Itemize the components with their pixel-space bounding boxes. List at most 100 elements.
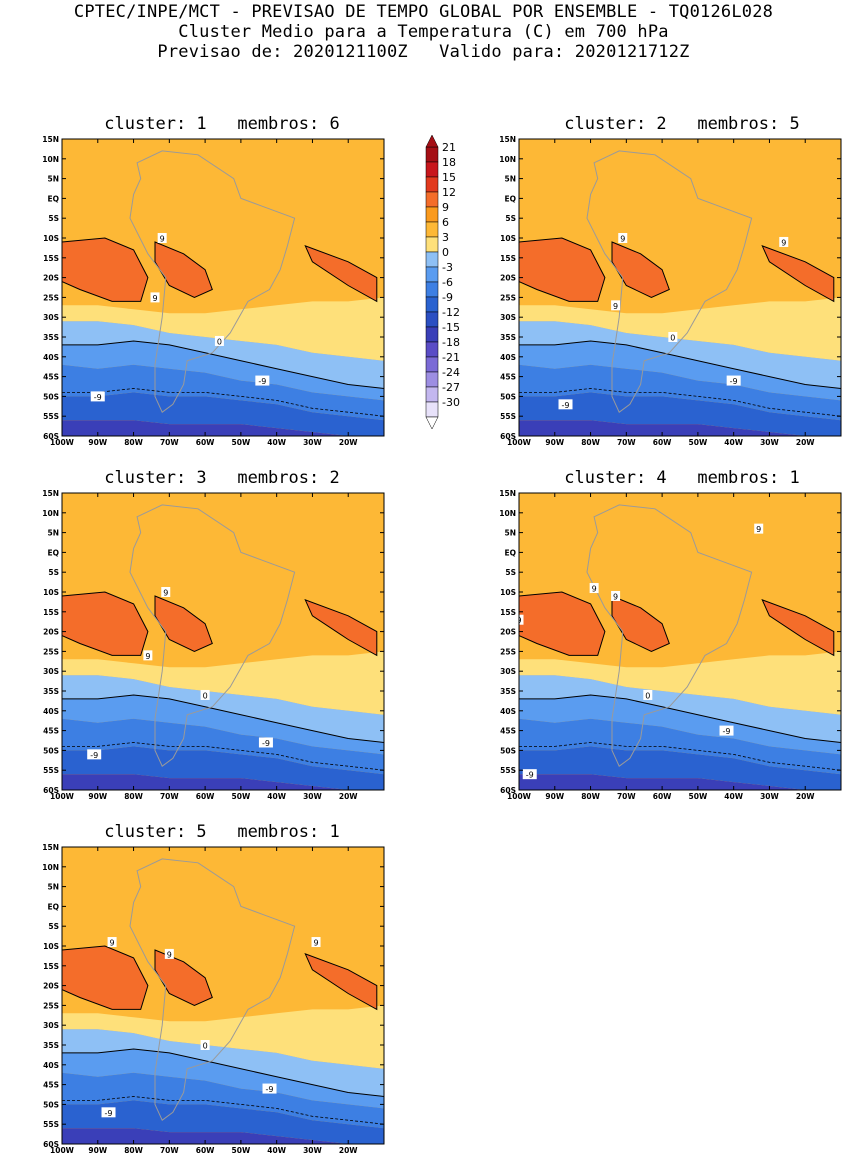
contour-label: -9: [526, 771, 534, 780]
lat-label: 10N: [42, 155, 59, 164]
temp-band-0: [62, 1005, 384, 1069]
contour-label-box: [522, 769, 537, 780]
lon-label: 60W: [196, 438, 215, 447]
cluster-4-title: cluster: 4 membros: 1: [564, 468, 800, 488]
lat-label: 25S: [43, 1001, 59, 1010]
lat-label: 15N: [42, 135, 59, 144]
lat-label: 45S: [43, 1081, 59, 1090]
contour-label: -9: [262, 739, 270, 748]
map-frame: [518, 492, 842, 791]
colorbar-swatch: [425, 191, 439, 208]
lat-label: 15N: [499, 489, 516, 498]
contour-label: -9: [723, 727, 731, 736]
lat-label: EQ: [505, 548, 517, 557]
temp-band-4: [519, 746, 841, 790]
temp-band-1: [519, 675, 841, 743]
colorbar-arrow-bottom: [425, 416, 439, 430]
temp-band-2: [62, 341, 384, 401]
colorbar-swatch: [425, 356, 439, 373]
temp-band-5: [62, 1128, 384, 1144]
lat-label: 35S: [500, 687, 516, 696]
lat-label: 30S: [43, 667, 59, 676]
temp-band-3: [62, 364, 384, 421]
warm-region-2: [761, 599, 835, 657]
contour-label-box: [262, 1083, 277, 1094]
lat-label: 40S: [500, 353, 516, 362]
temp-band-2: [62, 695, 384, 755]
contour-label-box: [519, 614, 524, 625]
colorbar-swatch: [425, 401, 439, 418]
contour-label: -9: [266, 1085, 274, 1094]
contour-label: 9: [145, 652, 150, 661]
contour-label: -9: [730, 377, 738, 386]
lat-label: 10S: [43, 942, 59, 951]
lon-label: 50W: [689, 438, 708, 447]
contour-label: 9: [152, 294, 157, 303]
lon-label: 100W: [50, 438, 75, 447]
lat-label: 60S: [43, 786, 59, 795]
colorbar-swatch: [425, 176, 439, 193]
contour-label-box: [200, 1040, 210, 1050]
contour-label: -9: [258, 377, 266, 386]
lat-label: 55S: [43, 1120, 59, 1129]
warm-region-2: [304, 599, 378, 657]
contour-minus-9: [62, 388, 384, 417]
cluster-3-title: cluster: 3 membros: 2: [104, 468, 340, 488]
colorbar-label: 3: [442, 231, 449, 244]
contour-label: 9: [167, 950, 172, 959]
lon-label: 80W: [124, 1146, 143, 1155]
contour-label-box: [90, 391, 105, 402]
temp-band-4: [62, 746, 384, 790]
temp-band-3: [62, 718, 384, 775]
south-america-coastline: [129, 504, 296, 767]
colorbar-swatch: [425, 311, 439, 328]
colorbar-label: -30: [442, 396, 460, 409]
contour-label: 9: [313, 939, 318, 948]
lat-label: 45S: [500, 373, 516, 382]
contour-label: 9: [516, 616, 521, 625]
contour-label: 9: [613, 592, 618, 601]
contour-label-box: [589, 583, 599, 594]
lon-label: 90W: [545, 438, 564, 447]
lat-label: 15S: [43, 962, 59, 971]
contour-minus-9: [62, 742, 384, 771]
lon-label: 50W: [232, 792, 251, 801]
cluster-2-title: cluster: 2 membros: 5: [564, 114, 800, 134]
lat-label: 45S: [500, 727, 516, 736]
south-america-coastline: [586, 504, 753, 767]
lat-label: 5N: [505, 529, 517, 538]
contour-label: 9: [592, 585, 597, 594]
temp-band-4: [62, 1100, 384, 1144]
temp-band-1: [519, 321, 841, 389]
lat-label: 40S: [43, 707, 59, 716]
colorbar-swatch: [425, 341, 439, 358]
temp-band-1: [62, 675, 384, 743]
lat-label: 10S: [500, 234, 516, 243]
cluster-1-map: 9 9 0 -9 -9 15N 10N 5N EQ 5S 10S 15S 20S 25S 30S 35S 40S…: [42, 135, 385, 447]
cluster-3-map: 9 9 0 -9 -9 15N 10N 5N EQ 5S 10S 15S 20S 25S 30S 35S 40S…: [42, 489, 385, 801]
warm-region-2: [761, 245, 835, 303]
contour-label: 0: [203, 691, 208, 700]
lat-label: 30S: [43, 313, 59, 322]
lon-label: 20W: [339, 1146, 358, 1155]
lat-label: 50S: [43, 392, 59, 401]
temp-band-2: [519, 695, 841, 755]
south-america-coastline: [586, 150, 753, 413]
header-line-1: CPTEC/INPE/MCT - PREVISAO DE TEMPO GLOBA…: [73, 2, 774, 22]
lon-label: 40W: [267, 1146, 286, 1155]
contour-label: -9: [94, 393, 102, 402]
colorbar-swatch: [425, 281, 439, 298]
colorbar-label: -15: [442, 321, 460, 334]
lat-label: 30S: [500, 667, 516, 676]
header-line-2: Cluster Medio para a Temperatura (C) em …: [178, 22, 669, 42]
temp-band-3: [62, 1072, 384, 1129]
contour-label-box: [779, 236, 789, 247]
colorbar-label: -18: [442, 336, 460, 349]
cluster-5-map: 9 9 9 0 -9 -9 15N 10N 5N EQ 5S 10S 15S 20S 25S 30S 35S 40…: [42, 843, 385, 1155]
lat-label: 25S: [500, 293, 516, 302]
lat-label: 10S: [500, 588, 516, 597]
contour-minus-9: [62, 1096, 384, 1125]
lon-label: 50W: [689, 792, 708, 801]
contour-label: 9: [620, 235, 625, 244]
